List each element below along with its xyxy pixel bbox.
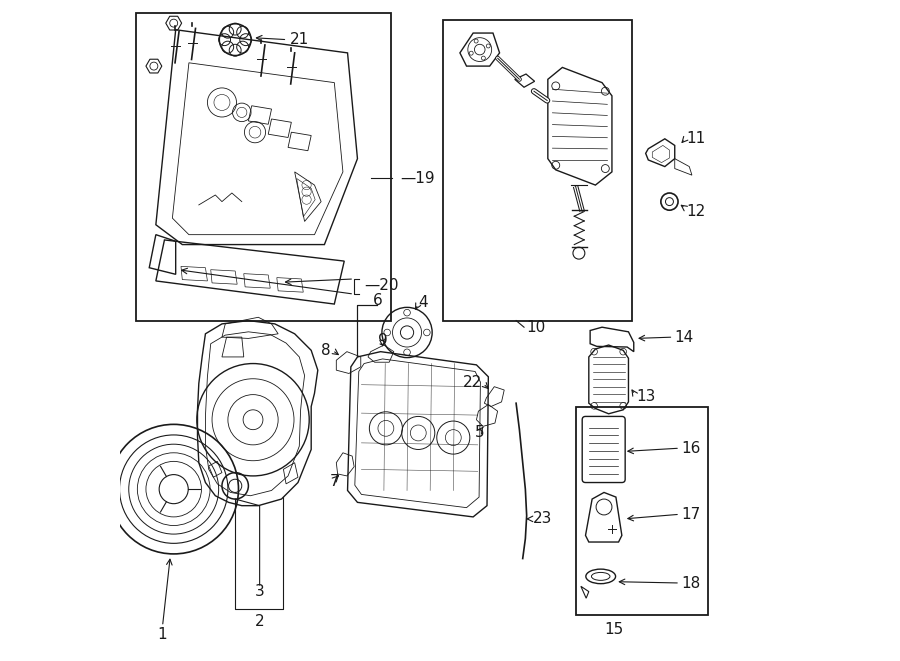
Text: 10: 10: [526, 320, 546, 334]
Text: —19: —19: [400, 171, 435, 186]
Text: 8: 8: [321, 343, 331, 358]
Text: 6: 6: [373, 293, 382, 308]
Text: 5: 5: [475, 425, 484, 440]
Text: —20: —20: [364, 278, 399, 293]
Bar: [136, 13, 391, 321]
Text: 17: 17: [681, 507, 700, 522]
Text: 4: 4: [418, 295, 427, 309]
FancyBboxPatch shape: [582, 416, 626, 483]
Text: 9: 9: [378, 333, 388, 348]
Bar: [576, 407, 707, 615]
Text: 1: 1: [158, 627, 167, 642]
Text: 7: 7: [330, 474, 340, 488]
Text: 13: 13: [636, 389, 656, 404]
Text: 2: 2: [255, 614, 265, 629]
Text: 22: 22: [463, 375, 482, 389]
Text: 3: 3: [255, 584, 265, 599]
Text: 21: 21: [290, 32, 310, 47]
Text: 23: 23: [533, 512, 552, 526]
Text: 12: 12: [687, 204, 706, 219]
Bar: [444, 20, 632, 321]
Text: 14: 14: [675, 330, 694, 344]
Text: 11: 11: [687, 132, 706, 146]
Text: 16: 16: [681, 441, 701, 455]
Text: 18: 18: [681, 576, 700, 590]
Text: 15: 15: [604, 622, 624, 637]
